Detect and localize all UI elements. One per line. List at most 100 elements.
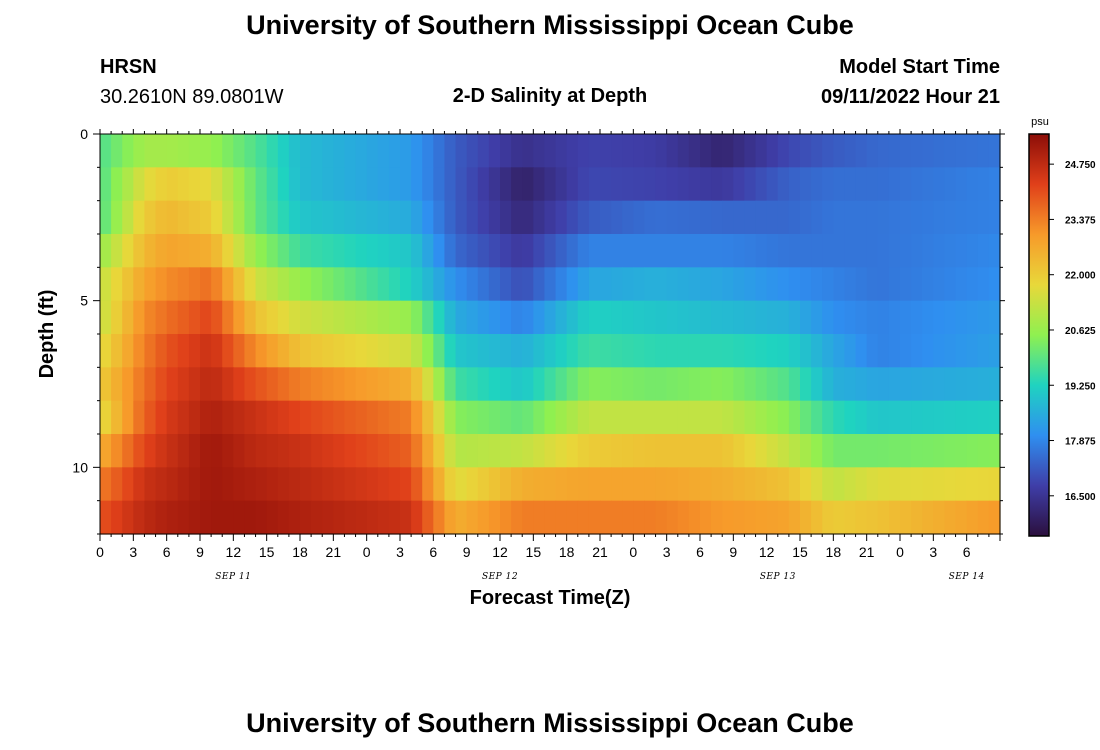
heatmap-cell [866, 167, 879, 202]
heatmap-cell [400, 434, 412, 468]
heatmap-cell [722, 134, 734, 168]
heatmap-cell [922, 167, 934, 202]
heatmap-cell [355, 134, 368, 168]
heatmap-cell [788, 467, 801, 502]
heatmap-cell [700, 234, 712, 268]
heatmap-cell [900, 234, 912, 268]
heatmap-cell [877, 500, 890, 535]
heatmap-cell [666, 200, 679, 235]
heatmap-cell [844, 400, 857, 435]
heatmap-cell [911, 467, 923, 502]
heatmap-cell [622, 267, 634, 302]
heatmap-cell [211, 200, 223, 235]
heatmap-cell [588, 267, 601, 302]
x-tick-label: 21 [592, 544, 608, 560]
heatmap-cell [622, 167, 634, 202]
heatmap-cell [844, 434, 857, 468]
heatmap-cell [655, 234, 668, 268]
heatmap-cell [377, 467, 390, 502]
colorbar-unit: psu [1031, 116, 1049, 128]
heatmap-cell [900, 400, 912, 435]
heatmap-cell [188, 167, 201, 202]
heatmap-cell [566, 434, 579, 468]
heatmap-cell [233, 267, 246, 302]
heatmap-cell [366, 367, 379, 402]
heatmap-cell [500, 134, 512, 168]
heatmap-cell [577, 367, 590, 402]
heatmap-cell [222, 200, 234, 235]
heatmap-cell [844, 300, 857, 335]
x-tick-label: 0 [629, 544, 637, 560]
heatmap-cell [355, 300, 368, 335]
heatmap-cell [866, 500, 879, 535]
heatmap-cell [288, 500, 301, 535]
heatmap-cell [533, 200, 546, 235]
x-tick-label: 0 [896, 544, 904, 560]
heatmap-cell [266, 334, 279, 368]
heatmap-cell [255, 367, 268, 402]
heatmap-cell [666, 400, 679, 435]
heatmap-cell [388, 434, 401, 468]
x-tick-label: 21 [326, 544, 342, 560]
heatmap-cell [255, 334, 268, 368]
heatmap-cell [800, 334, 812, 368]
heatmap-cell [866, 434, 879, 468]
heatmap-cell [733, 334, 746, 368]
heatmap-cell [711, 134, 723, 168]
heatmap-cell [100, 467, 112, 502]
heatmap-cell [944, 134, 957, 168]
heatmap-cell [311, 200, 323, 235]
heatmap-cell [722, 334, 734, 368]
heatmap-cell [111, 434, 123, 468]
heatmap-cell [711, 500, 723, 535]
x-tick-label: 6 [696, 544, 704, 560]
heatmap-cell [888, 234, 901, 268]
heatmap-cell [511, 467, 523, 502]
heatmap-cell [633, 167, 646, 202]
heatmap-cell [688, 234, 701, 268]
heatmap-cell [855, 267, 868, 302]
heatmap-cell [666, 500, 679, 535]
heatmap-cell [355, 467, 368, 502]
heatmap-cell [377, 500, 390, 535]
heatmap-cell [755, 334, 768, 368]
heatmap-cell [366, 167, 379, 202]
heatmap-cell [366, 267, 379, 302]
heatmap-cell [211, 367, 223, 402]
heatmap-cell [211, 467, 223, 502]
heatmap-cell [800, 300, 812, 335]
heatmap-cell [100, 134, 112, 168]
heatmap-cell [211, 400, 223, 435]
heatmap-cell [555, 500, 568, 535]
heatmap-cell [211, 134, 223, 168]
heatmap-cell [888, 300, 901, 335]
heatmap-cell [455, 300, 468, 335]
heatmap-cell [433, 134, 446, 168]
heatmap-cell [211, 300, 223, 335]
heatmap-cell [188, 267, 201, 302]
heatmap-cell [566, 267, 579, 302]
heatmap-cell [555, 200, 568, 235]
heatmap-cell [488, 167, 501, 202]
heatmap-cell [455, 400, 468, 435]
heatmap-cell [288, 267, 301, 302]
heatmap-cell [588, 367, 601, 402]
heatmap-cell [833, 167, 846, 202]
heatmap-cell [177, 400, 190, 435]
heatmap-cell [122, 467, 134, 502]
heatmap-cell [911, 500, 923, 535]
colorbar-tick-label: 16.500 [1065, 492, 1096, 503]
heatmap-cell [855, 234, 868, 268]
heatmap-cell [388, 267, 401, 302]
heatmap-cell [177, 234, 190, 268]
heatmap-cell [577, 334, 590, 368]
heatmap-cell [800, 467, 812, 502]
heatmap-cell [188, 400, 201, 435]
heatmap-cell [177, 300, 190, 335]
heatmap-cell [844, 134, 857, 168]
heatmap-cell [644, 167, 657, 202]
heatmap-cell [833, 400, 846, 435]
heatmap-cell [377, 400, 390, 435]
heatmap-cell [477, 400, 490, 435]
